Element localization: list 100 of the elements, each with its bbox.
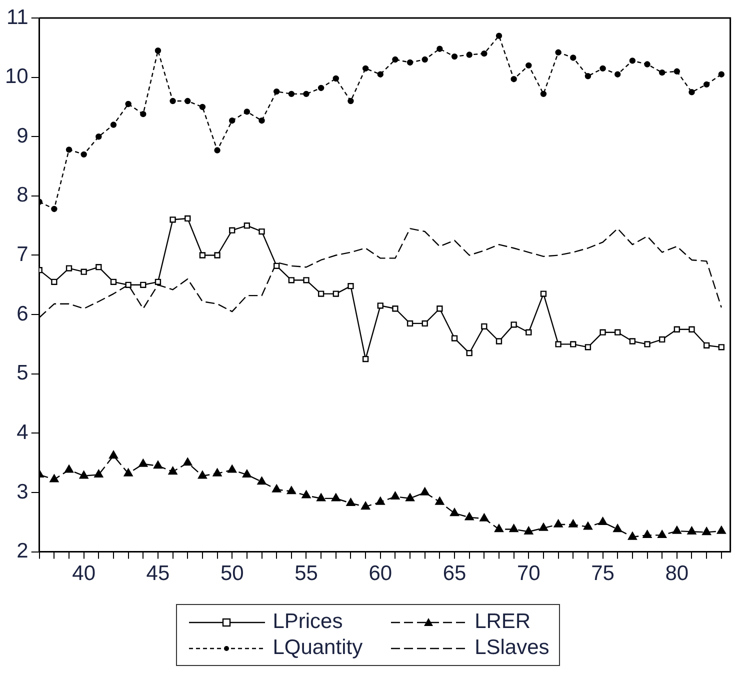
point xyxy=(50,474,59,482)
point xyxy=(125,100,132,108)
point xyxy=(628,532,637,540)
point xyxy=(422,320,428,327)
point xyxy=(183,458,192,466)
point xyxy=(702,527,712,536)
point xyxy=(480,513,489,522)
point xyxy=(494,524,504,532)
y-tick-label: 6 xyxy=(16,302,28,326)
point xyxy=(229,227,236,234)
point xyxy=(154,48,162,54)
point xyxy=(392,56,398,63)
point xyxy=(524,526,534,534)
x-tick-label: 55 xyxy=(294,562,318,586)
point xyxy=(672,526,682,534)
y-tick-label: 3 xyxy=(16,480,28,504)
point xyxy=(598,517,608,525)
point xyxy=(481,323,488,330)
point xyxy=(658,530,667,538)
point xyxy=(377,302,384,309)
y-tick-label: 2 xyxy=(16,540,28,563)
point xyxy=(258,228,265,235)
point xyxy=(96,264,102,270)
point xyxy=(392,306,398,312)
point xyxy=(629,58,636,64)
point xyxy=(153,460,162,469)
point xyxy=(258,118,265,124)
point xyxy=(242,470,252,478)
x-tick-label: 40 xyxy=(72,562,96,586)
point xyxy=(64,464,74,473)
point xyxy=(420,487,430,496)
y-tick-label: 4 xyxy=(16,420,29,444)
point xyxy=(600,65,606,72)
point xyxy=(51,206,58,212)
point xyxy=(674,326,680,332)
point xyxy=(80,151,87,158)
point xyxy=(138,458,148,467)
x-tick-label: 70 xyxy=(516,562,540,586)
point xyxy=(125,282,132,288)
point xyxy=(66,146,72,153)
point xyxy=(644,341,650,348)
legend-label: LQuantity xyxy=(272,636,363,659)
point xyxy=(629,338,636,344)
point xyxy=(406,493,415,502)
point xyxy=(110,278,117,286)
point xyxy=(212,468,222,476)
point xyxy=(170,216,176,223)
point xyxy=(376,496,385,505)
point xyxy=(96,134,102,140)
point xyxy=(288,90,295,98)
point xyxy=(450,508,460,516)
point xyxy=(555,49,562,56)
point xyxy=(303,90,310,98)
point xyxy=(272,484,282,492)
point xyxy=(435,496,444,505)
point xyxy=(94,470,104,478)
point xyxy=(288,277,294,284)
y-tick-label: 11 xyxy=(6,6,28,29)
point xyxy=(510,322,517,328)
point xyxy=(422,56,428,63)
point xyxy=(390,492,400,500)
point xyxy=(554,519,563,528)
point xyxy=(496,338,502,344)
point xyxy=(406,59,414,66)
point xyxy=(716,526,726,534)
point xyxy=(526,62,532,69)
point xyxy=(274,262,280,269)
point xyxy=(331,493,340,502)
point xyxy=(510,76,517,82)
point xyxy=(154,278,162,286)
y-tick-label: 10 xyxy=(5,65,28,88)
point xyxy=(229,118,236,124)
point xyxy=(198,470,207,479)
y-tick-label: 8 xyxy=(16,184,28,207)
point xyxy=(244,222,250,229)
point xyxy=(199,104,206,110)
point xyxy=(466,350,472,356)
point xyxy=(718,71,725,78)
point xyxy=(168,466,178,475)
point xyxy=(704,342,710,348)
point xyxy=(346,498,356,506)
point xyxy=(140,282,146,288)
point xyxy=(362,65,369,72)
x-tick-label: 65 xyxy=(442,562,466,586)
point xyxy=(257,476,266,485)
point xyxy=(362,356,369,362)
point xyxy=(538,522,548,531)
point xyxy=(406,320,414,327)
point xyxy=(451,53,458,60)
point xyxy=(273,88,280,95)
point xyxy=(687,526,696,534)
point xyxy=(377,71,384,78)
x-tick-label: 50 xyxy=(220,562,244,586)
point xyxy=(332,290,339,297)
point xyxy=(540,290,547,297)
point xyxy=(600,329,606,336)
point xyxy=(613,524,622,532)
point xyxy=(659,336,666,343)
point xyxy=(286,486,296,494)
point xyxy=(642,530,652,538)
